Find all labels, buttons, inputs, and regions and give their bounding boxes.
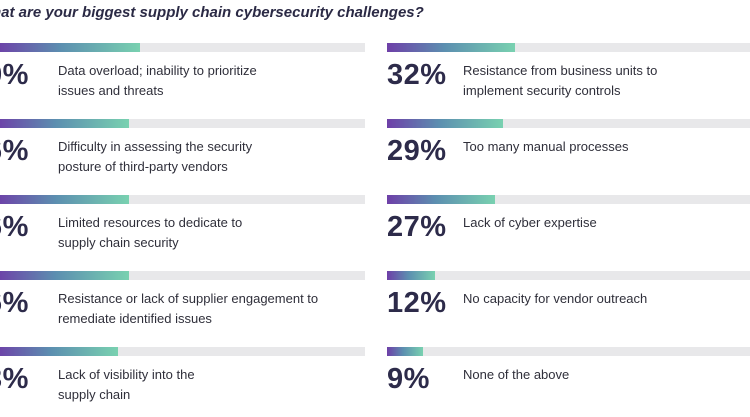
challenge-item: 9% None of the above — [387, 347, 750, 417]
bar-track — [0, 195, 365, 204]
challenge-label: Resistance from business units to implem… — [463, 63, 658, 98]
bar-track — [0, 119, 365, 128]
bar-fill — [0, 195, 129, 204]
challenge-label: Limited resources to dedicate to supply … — [58, 215, 243, 250]
bar-track — [0, 271, 365, 280]
bar-fill — [387, 271, 435, 280]
percent-value: 27% — [387, 211, 447, 243]
challenge-label: Difficulty in assessing the security pos… — [58, 139, 253, 174]
percent-value: 3% — [0, 363, 29, 395]
challenge-item: 3% Lack of visibility into the supply cha… — [0, 347, 365, 417]
challenge-item: 32% Resistance from business units to imp… — [387, 43, 750, 113]
challenge-label: Too many manual processes — [463, 139, 629, 154]
percent-value: 32% — [387, 59, 447, 91]
bar-fill — [0, 43, 140, 52]
challenge-label: Data overload; inability to prioritize i… — [58, 63, 257, 98]
bar-fill — [0, 347, 118, 356]
challenge-item: 27% Lack of cyber expertise — [387, 195, 750, 265]
bar-track — [387, 119, 750, 128]
challenge-item: 12% No capacity for vendor outreach — [387, 271, 750, 341]
challenge-item: 6% Resistance or lack of supplier engagem… — [0, 271, 365, 341]
bar-track — [0, 43, 365, 52]
challenge-item: 29% Too many manual processes — [387, 119, 750, 189]
percent-value: 29% — [387, 135, 447, 167]
bar-fill — [0, 119, 129, 128]
bar-track — [387, 347, 750, 356]
challenge-label: Lack of cyber expertise — [463, 215, 597, 230]
percent-value: 6% — [0, 287, 29, 319]
challenge-label: Resistance or lack of supplier engagemen… — [58, 291, 319, 326]
challenge-item: 6% Limited resources to dedicate to suppl… — [0, 195, 365, 265]
percent-value: 6% — [0, 211, 29, 243]
bar-track — [387, 195, 750, 204]
challenge-label: None of the above — [463, 367, 570, 382]
challenge-item: 6% Difficulty in assessing the security p… — [0, 119, 365, 189]
challenge-item: 9% Data overload; inability to prioritize… — [0, 43, 365, 113]
bar-fill — [387, 43, 515, 52]
challenge-label: No capacity for vendor outreach — [463, 291, 648, 306]
percent-value: 9% — [0, 59, 29, 91]
percent-value: 6% — [0, 135, 29, 167]
percent-value: 9% — [387, 363, 430, 395]
percent-value: 12% — [387, 287, 447, 319]
bar-track — [0, 347, 365, 356]
bar-track — [387, 43, 750, 52]
challenge-label: Lack of visibility into the supply chain — [58, 367, 195, 402]
bar-fill — [387, 347, 423, 356]
bar-fill — [387, 119, 503, 128]
bar-fill — [387, 195, 495, 204]
bar-fill — [0, 271, 129, 280]
chart-title: hat are your biggest supply chain cybers… — [0, 4, 424, 21]
bar-track — [387, 271, 750, 280]
